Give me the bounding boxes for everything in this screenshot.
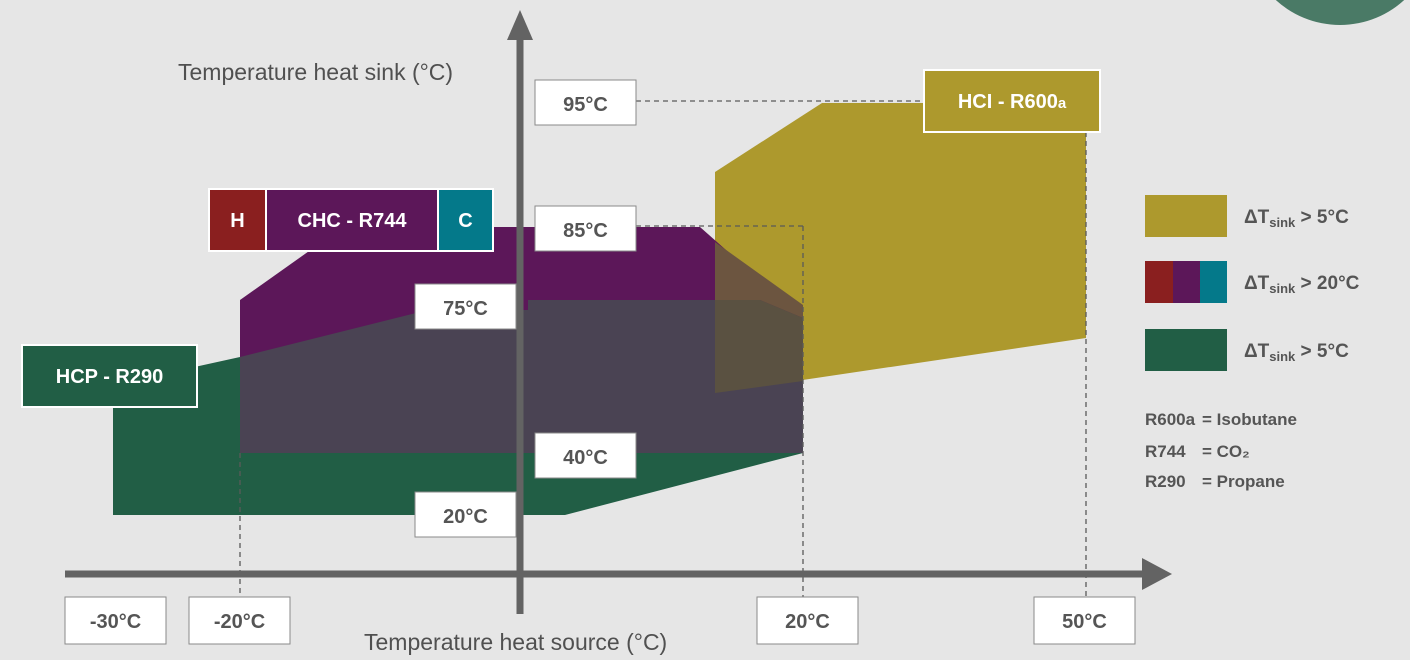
- x-tick-minus20-text: -20°C: [214, 611, 265, 633]
- x-axis-title: Temperature heat source (°C): [364, 629, 667, 655]
- hci-label-sub: a: [1058, 95, 1067, 112]
- x-tick-minus30-text: -30°C: [90, 611, 141, 633]
- x-tick-20: 20°C: [756, 596, 859, 645]
- note-value-1: = Isobutane: [1202, 410, 1297, 429]
- x-tick-minus30: -30°C: [64, 596, 167, 645]
- hci-label-box: HCI - R600a: [923, 69, 1101, 133]
- note-key-3: R290: [1145, 472, 1186, 491]
- overlap-hci-hcp-region: [715, 300, 803, 393]
- y-label-20: 20°C: [414, 491, 517, 538]
- refrigerant-notes: R600a = Isobutane R744 = CO₂ R290 = Prop…: [1145, 410, 1297, 491]
- y-label-85: 85°C: [534, 205, 637, 252]
- y-label-85-text: 85°C: [563, 220, 608, 242]
- x-tick-20-text: 20°C: [785, 611, 830, 633]
- legend-entry-1: ΔTsink > 5°C: [1244, 207, 1349, 230]
- y-axis-title: Temperature heat sink (°C): [178, 59, 453, 85]
- legend-swatch-chc: [1145, 261, 1227, 303]
- legend-swatch-hcp: [1145, 329, 1227, 371]
- x-tick-50-text: 50°C: [1062, 611, 1107, 633]
- legend-swatch-hci: [1145, 195, 1227, 237]
- chc-label-box: H CHC - R744 C: [208, 188, 494, 252]
- chc-h-label: H: [230, 210, 244, 232]
- y-label-20-text: 20°C: [443, 506, 488, 528]
- note-value-2: = CO₂: [1202, 442, 1250, 461]
- x-tick-minus20: -20°C: [188, 596, 291, 645]
- hci-label: HCI - R600a: [958, 91, 1067, 113]
- note-value-3: = Propane: [1202, 472, 1285, 491]
- legend: ΔTsink > 5°C ΔTsink > 20°C ΔTsink > 5°C: [1145, 195, 1360, 371]
- x-tick-50: 50°C: [1033, 596, 1136, 645]
- note-key-2: R744: [1145, 442, 1186, 461]
- y-label-95: 95°C: [534, 79, 637, 126]
- hci-label-name: HCI - R600: [958, 91, 1058, 113]
- y-label-40: 40°C: [534, 432, 637, 479]
- y-label-95-text: 95°C: [563, 94, 608, 116]
- x-axis-arrow: [1142, 558, 1172, 590]
- chc-c-label: C: [458, 210, 472, 232]
- note-key-1: R600a: [1145, 410, 1196, 429]
- y-label-75: 75°C: [414, 283, 517, 330]
- chc-label: CHC - R744: [298, 210, 408, 232]
- legend-entry-3: ΔTsink > 5°C: [1244, 341, 1349, 364]
- hci-r600a-region: [715, 103, 1086, 393]
- hcp-label-box: HCP - R290: [21, 344, 198, 408]
- corner-circle-decoration: [1275, 0, 1405, 25]
- legend-entry-2: ΔTsink > 20°C: [1244, 273, 1360, 296]
- overlap-hci-chc-region: [715, 242, 803, 318]
- y-label-40-text: 40°C: [563, 447, 608, 469]
- y-axis-arrow: [507, 10, 533, 40]
- chc-h-cell: [208, 188, 267, 252]
- y-label-75-text: 75°C: [443, 298, 488, 320]
- chc-c-cell: [437, 188, 494, 252]
- y-axis: [507, 10, 533, 614]
- hcp-label: HCP - R290: [56, 366, 163, 388]
- x-axis: [65, 558, 1172, 590]
